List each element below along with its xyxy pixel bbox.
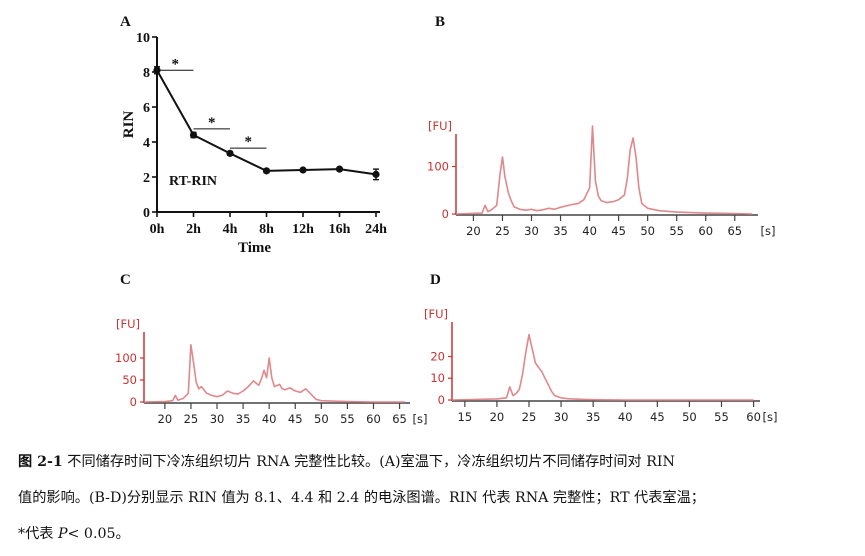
d-x-tick-label: 35 bbox=[586, 410, 601, 424]
b-x-tick-label: 65 bbox=[727, 224, 742, 238]
c-x-tick-label: 60 bbox=[366, 412, 381, 426]
a-series-line bbox=[156, 69, 377, 176]
caption-line-2: 值的影响。(B-D)分别显示 RIN 值为 8.1、4.4 和 2.4 的电泳图… bbox=[18, 490, 705, 506]
d-x-tick-label: 45 bbox=[650, 410, 665, 424]
a-y-tick-label: 2 bbox=[143, 171, 150, 186]
d-x-tick-label: 55 bbox=[714, 410, 729, 424]
d-y-tick-label: 20 bbox=[430, 349, 445, 363]
c-y-tick-label: 100 bbox=[115, 351, 137, 365]
d-x-tick-label: 25 bbox=[522, 410, 537, 424]
a-significance-star: * bbox=[172, 56, 180, 72]
d-x-tick-label: 30 bbox=[554, 410, 569, 424]
d-y-tick-label: 10 bbox=[430, 371, 445, 385]
d-x-tick-label: 15 bbox=[458, 410, 473, 424]
panel-label-c: C bbox=[120, 272, 131, 288]
a-x-axis-title: Time bbox=[238, 240, 271, 256]
b-x-tick-label: 45 bbox=[611, 224, 626, 238]
a-data-point bbox=[189, 131, 198, 139]
c-y-tick-label: 0 bbox=[130, 395, 137, 409]
c-x-tick-label: 35 bbox=[236, 412, 251, 426]
panel-label-d: D bbox=[430, 272, 441, 288]
d-x-tick-label: 40 bbox=[618, 410, 633, 424]
a-y-tick-label: 0 bbox=[143, 206, 150, 221]
c-x-tick-label: 30 bbox=[210, 412, 225, 426]
b-y-tick-label: 100 bbox=[427, 160, 449, 174]
c-x-tick-label: 45 bbox=[288, 412, 303, 426]
c-trace-line bbox=[143, 343, 405, 403]
a-x-tick-label: 8h bbox=[259, 222, 274, 237]
a-data-point bbox=[372, 170, 380, 178]
b-x-tick-label: 40 bbox=[582, 224, 597, 238]
b-x-tick-label: 25 bbox=[495, 224, 510, 238]
a-series-annotation: RT-RIN bbox=[169, 174, 217, 189]
b-x-tick-label: 60 bbox=[698, 224, 713, 238]
caption-text-3a: *代表 bbox=[18, 526, 58, 542]
a-data-point bbox=[335, 165, 344, 173]
a-y-axis-title: RIN bbox=[121, 111, 137, 139]
c-y-tick-label: 50 bbox=[122, 373, 137, 387]
caption-p-symbol: P bbox=[57, 526, 68, 542]
d-x-tick-label: 20 bbox=[490, 410, 505, 424]
c-x-tick-label: 25 bbox=[184, 412, 199, 426]
caption-line-1: 图 2-1 不同储存时间下冷冻组织切片 RNA 完整性比较。(A)室温下，冷冻组… bbox=[18, 444, 858, 480]
caption-text-1: 不同储存时间下冷冻组织切片 RNA 完整性比较。(A)室温下，冷冻组织切片不同储… bbox=[67, 454, 675, 470]
a-x-tick-label: 0h bbox=[150, 222, 165, 237]
b-y-axis-title: [FU] bbox=[428, 119, 452, 133]
c-x-tick-label: 50 bbox=[314, 412, 329, 426]
d-x-tick-label: 60 bbox=[746, 410, 761, 424]
b-trace-line bbox=[455, 125, 753, 215]
c-y-axis-title: [FU] bbox=[116, 317, 140, 331]
figure-caption: 图 2-1 不同储存时间下冷冻组织切片 RNA 完整性比较。(A)室温下，冷冻组… bbox=[18, 444, 858, 552]
b-x-tick-label: 20 bbox=[466, 224, 481, 238]
a-y-tick-label: 8 bbox=[143, 66, 150, 81]
a-y-tick-label: 4 bbox=[143, 136, 150, 151]
a-y-tick-label: 6 bbox=[143, 101, 150, 116]
c-x-tick-label: 20 bbox=[158, 412, 173, 426]
a-y-tick-label: 10 bbox=[136, 31, 150, 46]
c-x-axis-title: [s] bbox=[413, 412, 428, 426]
a-significance-star: * bbox=[208, 115, 216, 131]
b-x-tick-label: 35 bbox=[553, 224, 568, 238]
b-x-tick-label: 50 bbox=[640, 224, 655, 238]
d-x-axis-title: [s] bbox=[763, 410, 778, 424]
b-y-tick-label: 0 bbox=[442, 207, 449, 221]
a-data-point bbox=[262, 167, 271, 175]
a-x-tick-label: 16h bbox=[329, 222, 351, 237]
b-x-tick-label: 55 bbox=[669, 224, 684, 238]
d-x-tick-label: 50 bbox=[682, 410, 697, 424]
b-x-axis-title: [s] bbox=[761, 224, 776, 238]
caption-line-3: *代表 P< 0.05。 bbox=[18, 516, 858, 552]
c-x-tick-label: 55 bbox=[340, 412, 355, 426]
a-x-tick-label: 4h bbox=[223, 222, 238, 237]
a-significance-star: * bbox=[245, 134, 253, 150]
b-x-tick-label: 30 bbox=[524, 224, 539, 238]
a-x-tick-label: 2h bbox=[186, 222, 201, 237]
a-data-point bbox=[299, 166, 307, 174]
panel-label-b: B bbox=[435, 14, 446, 30]
d-trace-line bbox=[451, 333, 754, 401]
caption-text-3b: < 0.05。 bbox=[67, 526, 130, 542]
c-x-tick-label: 40 bbox=[262, 412, 277, 426]
d-y-tick-label: 0 bbox=[438, 393, 445, 407]
a-x-tick-label: 12h bbox=[292, 222, 314, 237]
c-x-tick-label: 65 bbox=[392, 412, 407, 426]
d-y-axis-title: [FU] bbox=[424, 307, 448, 321]
panel-label-a: A bbox=[120, 14, 131, 30]
a-data-point bbox=[226, 149, 234, 157]
a-x-tick-label: 24h bbox=[365, 222, 387, 237]
caption-figure-label: 图 2-1 bbox=[18, 454, 63, 470]
